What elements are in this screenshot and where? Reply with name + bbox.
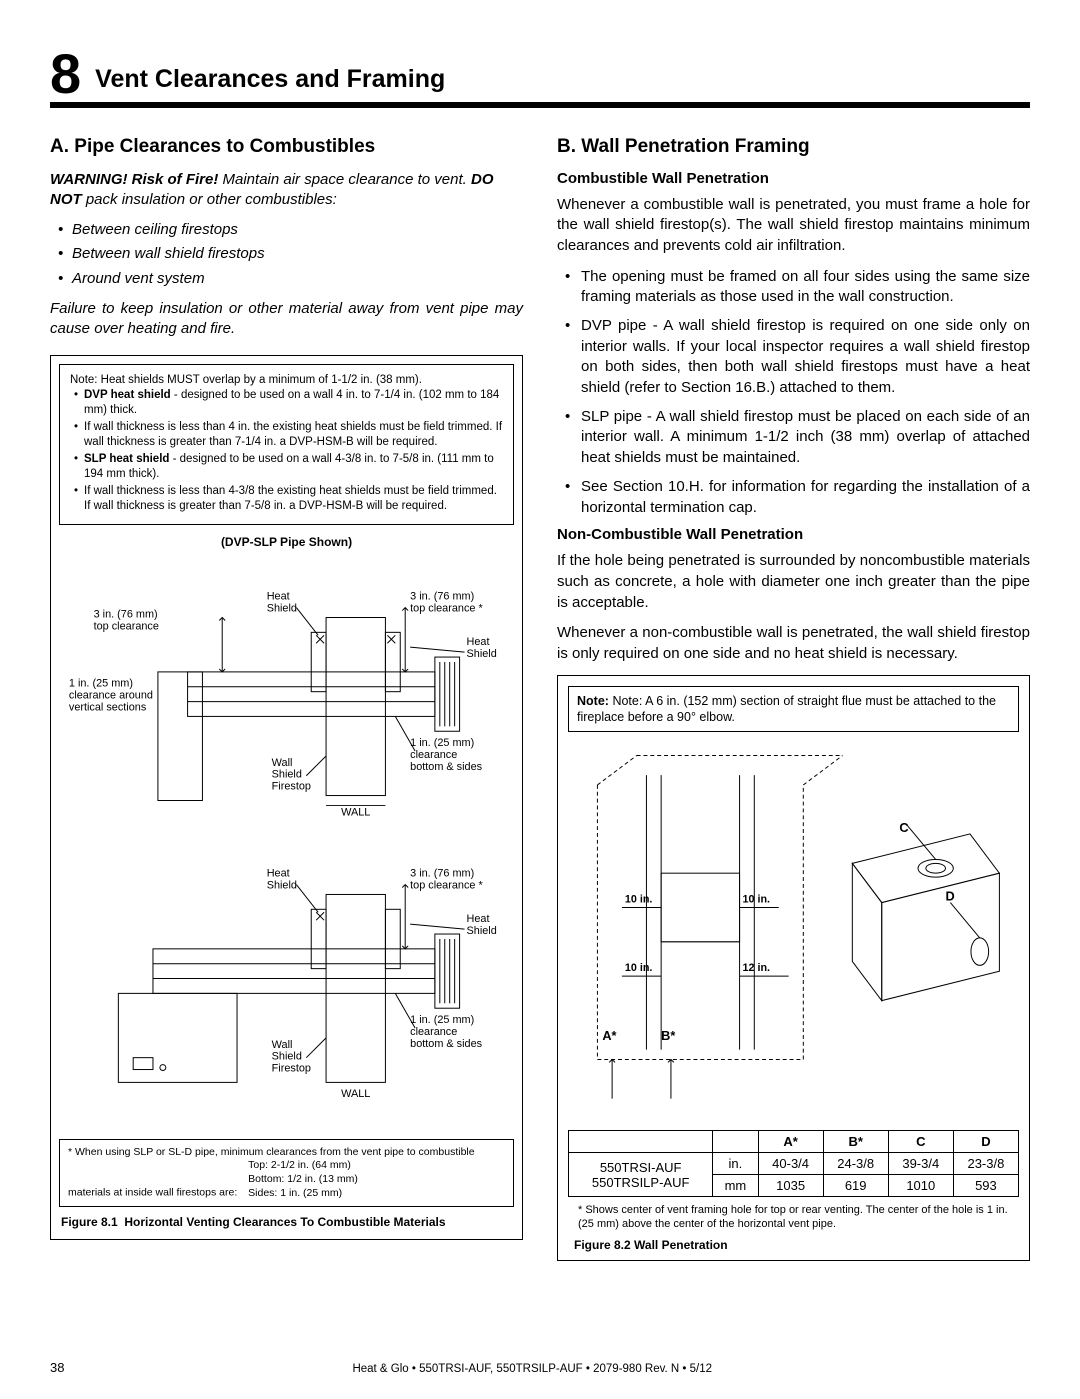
right-column: B. Wall Penetration Framing Combustible … <box>557 136 1030 1261</box>
svg-text:3 in. (76 mm)top clearance *: 3 in. (76 mm)top clearance * <box>410 590 483 614</box>
figure-8-1-box: Note: Heat shields MUST overlap by a min… <box>50 355 523 1240</box>
svg-text:1 in. (25 mm)clearancebottom &: 1 in. (25 mm)clearancebottom & sides <box>410 737 482 773</box>
svg-text:10 in.: 10 in. <box>625 962 653 974</box>
bullet-item: SLP pipe - A wall shield firestop must b… <box>571 407 1030 469</box>
val-cell: 1010 <box>888 1175 953 1197</box>
heat-shield-note-box: Note: Heat shields MUST overlap by a min… <box>59 364 514 524</box>
bullet-item: The opening must be framed on all four s… <box>571 267 1030 308</box>
note-text: If wall thickness is less than 4-3/8 the… <box>84 485 497 512</box>
para-combustible: Whenever a combustible wall is penetrate… <box>557 195 1030 257</box>
svg-text:WALL: WALL <box>341 1088 370 1100</box>
th-b: B* <box>823 1131 888 1153</box>
svg-text:3 in. (76 mm)top clearance: 3 in. (76 mm)top clearance <box>94 608 159 632</box>
svg-text:B*: B* <box>661 1028 675 1043</box>
subhead-noncombustible: Non-Combustible Wall Penetration <box>557 526 1030 543</box>
unit-cell: mm <box>713 1175 758 1197</box>
bullet-item: Around vent system <box>72 269 523 289</box>
clearance-footnote: * When using SLP or SL-D pipe, minimum c… <box>59 1139 514 1208</box>
page-number: 38 <box>50 1360 64 1375</box>
footer-center-text: Heat & Glo • 550TRSI-AUF, 550TRSILP-AUF … <box>64 1363 1000 1375</box>
val-cell: 1035 <box>758 1175 823 1197</box>
warning-body-1: Maintain air space clearance to vent. <box>218 171 471 188</box>
flue-note: Note: Note: A 6 in. (152 mm) section of … <box>568 686 1019 733</box>
svg-text:HeatShield: HeatShield <box>467 636 497 660</box>
svg-text:1 in. (25 mm)clearancebottom &: 1 in. (25 mm)clearancebottom & sides <box>410 1014 482 1050</box>
dimension-table: A* B* C D 550TRSI-AUF 550TRSILP-AUF in. … <box>568 1130 1019 1197</box>
figure-8-2-caption: Figure 8.2 Wall Penetration <box>568 1238 1019 1252</box>
bullet-item: Between wall shield firestops <box>72 244 523 264</box>
model-cell: 550TRSI-AUF 550TRSILP-AUF <box>569 1153 713 1197</box>
section-b-heading: B. Wall Penetration Framing <box>557 136 1030 158</box>
table-header-row: A* B* C D <box>569 1131 1019 1153</box>
chapter-header: 8 Vent Clearances and Framing <box>50 50 1030 108</box>
bullet-item: DVP pipe - A wall shield firestop is req… <box>571 316 1030 399</box>
wall-penetration-diagram: 10 in. 10 in. 10 in. 12 in. <box>568 742 1019 1122</box>
svg-text:HeatShield: HeatShield <box>267 867 297 891</box>
warning-prefix: WARNING! Risk of Fire! <box>50 171 218 188</box>
section-b-bullets: The opening must be framed on all four s… <box>557 267 1030 519</box>
table-row: 550TRSI-AUF 550TRSILP-AUF in. 40-3/4 24-… <box>569 1153 1019 1175</box>
th-d: D <box>953 1131 1018 1153</box>
page-footer: 38 Heat & Glo • 550TRSI-AUF, 550TRSILP-A… <box>50 1360 1030 1375</box>
section-a-heading: A. Pipe Clearances to Combustibles <box>50 136 523 158</box>
footnote-bottom: Bottom: 1/2 in. (13 mm) <box>248 1173 358 1185</box>
th-blank <box>569 1131 713 1153</box>
val-cell: 24-3/8 <box>823 1153 888 1175</box>
chapter-number: 8 <box>50 50 81 98</box>
note-bold: DVP heat shield <box>84 389 171 401</box>
val-cell: 619 <box>823 1175 888 1197</box>
val-cell: 593 <box>953 1175 1018 1197</box>
th-blank <box>713 1131 758 1153</box>
figure-8-2-box: Note: Note: A 6 in. (152 mm) section of … <box>557 675 1030 1261</box>
warning-text: WARNING! Risk of Fire! Maintain air spac… <box>50 170 523 211</box>
left-column: A. Pipe Clearances to Combustibles WARNI… <box>50 136 523 1261</box>
svg-text:HeatShield: HeatShield <box>467 913 497 937</box>
svg-text:3 in. (76 mm)top clearance *: 3 in. (76 mm)top clearance * <box>410 867 483 891</box>
footnote-top: Top: 2-1/2 in. (64 mm) <box>248 1159 351 1171</box>
chapter-title: Vent Clearances and Framing <box>95 65 445 98</box>
footnote-sides: Sides: 1 in. (25 mm) <box>248 1187 342 1199</box>
val-cell: 39-3/4 <box>888 1153 953 1175</box>
clearance-diagram: WALL 3 in. (76 mm)top clearance 1 in. (2… <box>59 555 514 1135</box>
svg-text:HeatShield: HeatShield <box>267 590 297 614</box>
svg-text:1 in. (25 mm)clearance aroundv: 1 in. (25 mm)clearance aroundvertical se… <box>69 678 153 714</box>
warning-bullets: Between ceiling firestops Between wall s… <box>50 220 523 289</box>
note-item: SLP heat shield - designed to be used on… <box>76 452 503 482</box>
wall-label: WALL <box>341 806 370 818</box>
val-cell: 40-3/4 <box>758 1153 823 1175</box>
flue-note-text: Note: A 6 in. (152 mm) section of straig… <box>577 694 996 724</box>
val-cell: 23-3/8 <box>953 1153 1018 1175</box>
warning-body-2: pack insulation or other combustibles: <box>82 191 337 208</box>
subhead-combustible: Combustible Wall Penetration <box>557 170 1030 187</box>
svg-text:10 in.: 10 in. <box>743 894 771 906</box>
bullet-item: See Section 10.H. for information for re… <box>571 477 1030 518</box>
note-item: If wall thickness is less than 4 in. the… <box>76 420 503 450</box>
svg-text:12 in.: 12 in. <box>743 962 771 974</box>
th-c: C <box>888 1131 953 1153</box>
table-footnote: * Shows center of vent framing hole for … <box>578 1203 1015 1232</box>
note-bold: SLP heat shield <box>84 453 169 465</box>
failure-text: Failure to keep insulation or other mate… <box>50 299 523 340</box>
para-nc-1: If the hole being penetrated is surround… <box>557 551 1030 613</box>
svg-text:A*: A* <box>602 1028 616 1043</box>
svg-text:WallShieldFirestop: WallShieldFirestop <box>272 1039 311 1075</box>
two-column-layout: A. Pipe Clearances to Combustibles WARNI… <box>50 136 1030 1261</box>
note-item: DVP heat shield - designed to be used on… <box>76 388 503 418</box>
note-lead: Note: Heat shields MUST overlap by a min… <box>70 373 503 388</box>
svg-text:D: D <box>945 889 954 904</box>
svg-text:C: C <box>899 820 908 835</box>
unit-cell: in. <box>713 1153 758 1175</box>
bullet-item: Between ceiling firestops <box>72 220 523 240</box>
th-a: A* <box>758 1131 823 1153</box>
svg-text:WallShieldFirestop: WallShieldFirestop <box>272 757 311 793</box>
note-text: If wall thickness is less than 4 in. the… <box>84 421 502 448</box>
note-item: If wall thickness is less than 4-3/8 the… <box>76 484 503 514</box>
para-nc-2: Whenever a non-combustible wall is penet… <box>557 623 1030 664</box>
diagram-title: (DVP-SLP Pipe Shown) <box>51 535 522 549</box>
svg-text:10 in.: 10 in. <box>625 894 653 906</box>
figure-8-1-caption: Figure 8.1 Horizontal Venting Clearances… <box>51 1207 522 1239</box>
